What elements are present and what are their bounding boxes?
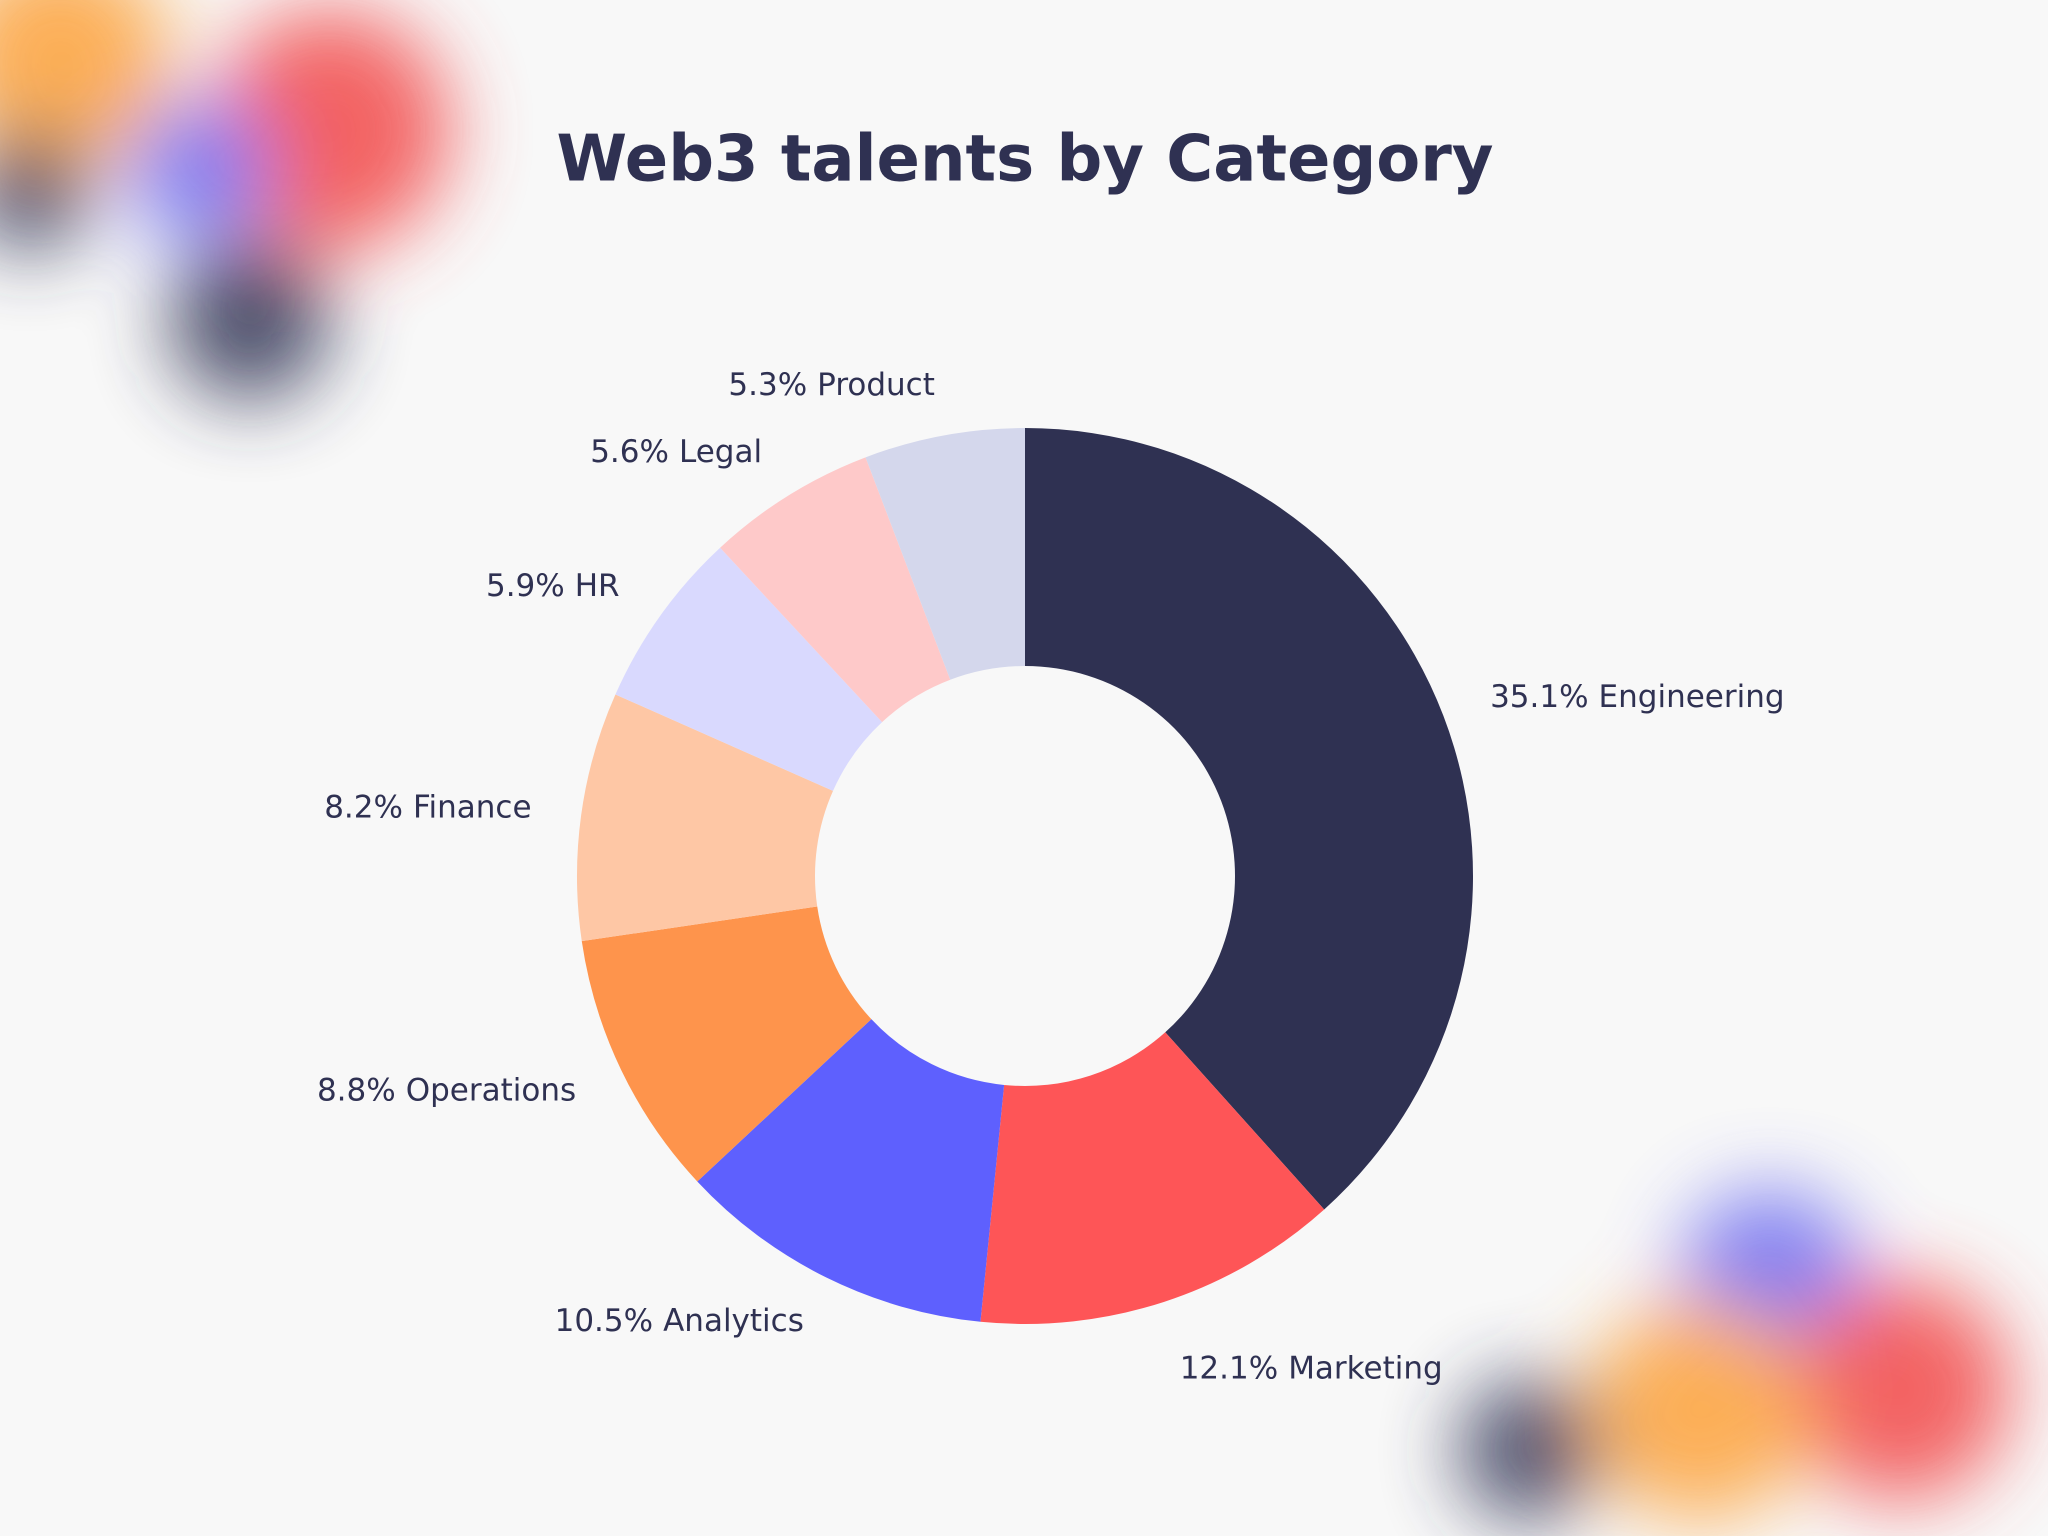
slice-label: 5.3% Product <box>728 367 934 403</box>
plot: 35.1% Engineering 12.1% Marketing 10.5% Analy… <box>317 367 1785 1386</box>
decoration-top-left <box>0 0 450 400</box>
category-label: Product <box>817 367 935 403</box>
value-label: 5.3% <box>728 367 807 403</box>
slice <box>720 457 951 723</box>
slice <box>615 547 883 791</box>
value-label: 5.9% <box>486 567 565 603</box>
slice-label: 8.2% Finance <box>324 789 531 825</box>
value-label: 35.1% <box>1490 678 1588 714</box>
slice <box>865 428 1025 680</box>
decoration-bottom-right <box>1460 1190 2010 1520</box>
slice-label: 8.8% Operations <box>317 1072 576 1108</box>
value-label: 5.6% <box>590 434 669 470</box>
value-label: 8.8% <box>317 1072 396 1108</box>
value-label: 8.2% <box>324 789 403 825</box>
slice <box>980 1032 1325 1325</box>
slice-label: 5.6% Legal <box>590 434 762 470</box>
category-label: Operations <box>406 1072 576 1108</box>
category-label: Engineering <box>1599 678 1785 714</box>
slice-label: 5.9% HR <box>486 567 620 603</box>
slice <box>1025 428 1473 1210</box>
chart-title: Web3 talents by Category <box>556 123 1493 197</box>
category-label: Legal <box>679 434 762 470</box>
slice <box>577 694 834 942</box>
slice <box>697 1019 1005 1322</box>
slice-label: 35.1% Engineering <box>1490 678 1784 714</box>
category-label: Marketing <box>1288 1350 1443 1386</box>
value-label: 10.5% <box>555 1303 653 1339</box>
category-label: HR <box>575 567 620 603</box>
slice-label: 10.5% Analytics <box>555 1303 804 1339</box>
slice <box>581 906 872 1182</box>
category-label: Analytics <box>663 1303 804 1339</box>
category-label: Finance <box>413 789 532 825</box>
slice-label: 12.1% Marketing <box>1180 1350 1443 1386</box>
value-label: 12.1% <box>1180 1350 1278 1386</box>
